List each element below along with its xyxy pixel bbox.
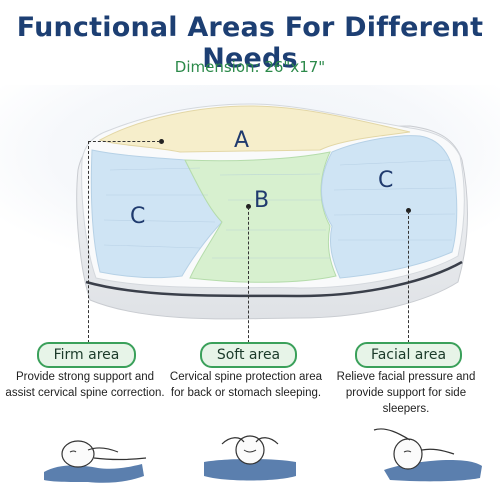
zone-c-right-shape <box>321 135 458 279</box>
leader-dot-facial <box>406 208 411 213</box>
pillow-illustration <box>76 103 469 320</box>
page-title: Functional Areas For Different Needs <box>16 12 484 74</box>
zone-c-right-label: C <box>378 168 394 193</box>
soft-area-description: Cervical spine protection area for back … <box>169 371 323 399</box>
stomach-sleeper-pose-image <box>204 435 296 481</box>
zone-c-left-label: C <box>130 204 146 229</box>
zone-b-shape <box>184 151 337 283</box>
firm-area-badge: Firm area <box>37 342 136 368</box>
zone-a-shape <box>98 105 411 153</box>
leader-dot-firm <box>159 139 164 144</box>
leader-line-firm-h <box>88 141 160 142</box>
back-sleeper-pose-image <box>44 440 147 483</box>
pillow-piping <box>85 260 463 298</box>
soft-area-badge: Soft area <box>200 342 297 368</box>
quilting-lines <box>103 159 456 259</box>
dimension-text: Dimension: 26"x17" <box>174 58 326 76</box>
zone-b-label: B <box>254 188 270 213</box>
leader-line-soft <box>248 207 249 343</box>
leader-line-firm-v <box>88 141 89 343</box>
facial-area-badge: Facial area <box>355 342 462 368</box>
firm-area-description: Provide strong support and assist cervic… <box>5 371 165 399</box>
facial-area-description: Relieve facial pressure and provide supp… <box>336 371 476 415</box>
side-sleeper-pose-image <box>373 428 482 482</box>
leader-dot-soft <box>246 204 251 209</box>
zone-a-label: A <box>234 128 250 153</box>
leader-line-facial <box>408 211 409 343</box>
